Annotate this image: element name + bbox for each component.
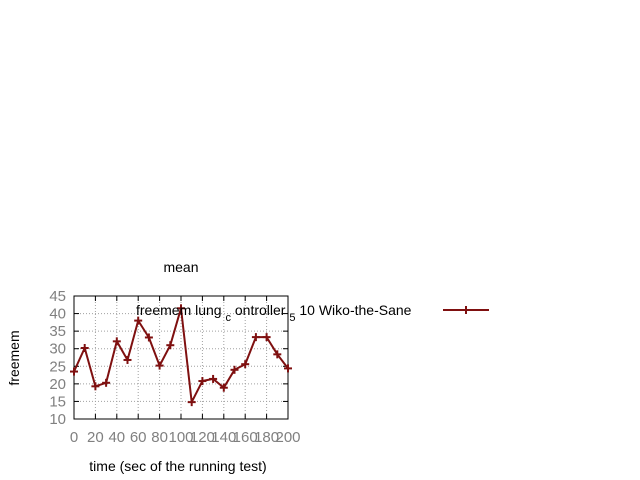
data-point: [251, 333, 260, 342]
data-point: [230, 365, 239, 374]
legend-sample-marker: [462, 306, 470, 314]
x-tick-label: 40: [108, 429, 125, 446]
data-point: [155, 361, 164, 370]
data-point: [166, 341, 175, 350]
data-point: [209, 374, 218, 383]
data-point: [134, 316, 143, 325]
y-tick-label: 30: [49, 341, 66, 358]
y-tick-label: 20: [49, 376, 66, 393]
x-tick-label: 160: [233, 429, 258, 446]
legend-part-suffix: Wiko-the-Sane: [319, 302, 412, 318]
x-tick-label: 180: [254, 429, 279, 446]
x-tick-label: 120: [190, 429, 215, 446]
x-tick-label: 140: [211, 429, 236, 446]
data-point: [102, 378, 111, 387]
x-tick-label: 200: [275, 429, 300, 446]
x-tick-label: 80: [151, 429, 168, 446]
data-point: [187, 398, 196, 407]
y-tick-label: 15: [49, 393, 66, 410]
axis-ticks: 0 20 40 60 80 1001201401601802001015202530354…: [49, 288, 300, 446]
x-tick-label: 0: [70, 429, 78, 446]
x-tick-label: 100: [168, 429, 193, 446]
y-tick-label: 10: [49, 411, 66, 428]
legend-part-tail: 10: [299, 302, 315, 318]
grid-lines: [74, 296, 288, 419]
y-axis-label: freemem: [6, 330, 22, 385]
data-point: [123, 355, 132, 364]
data-point: [177, 304, 185, 313]
y-tick-label: 25: [49, 358, 66, 375]
y-tick-label: 45: [49, 288, 66, 305]
legend-part-sub2: 5: [289, 312, 295, 324]
data-point: [70, 367, 78, 376]
data-point: [262, 333, 271, 342]
y-tick-label: 35: [49, 323, 66, 340]
x-axis-label: time (sec of the running test): [89, 458, 266, 474]
legend-part-sub1: c: [225, 312, 231, 324]
legend-entry-label: freemem lung c ontroller 5 10 Wiko-the-S…: [136, 302, 412, 324]
data-point: [241, 360, 250, 369]
data-point: [198, 377, 207, 386]
data-point: [91, 382, 100, 391]
data-point: [80, 344, 89, 353]
legend-part-main: freemem lung: [136, 302, 222, 318]
x-tick-label: 20: [87, 429, 104, 446]
data-point: [273, 350, 282, 359]
legend-marker-plus: [462, 306, 470, 314]
x-tick-label: 60: [130, 429, 147, 446]
series-line: [73, 307, 289, 404]
legend-part-mid: ontroller: [235, 302, 286, 318]
y-tick-label: 40: [49, 306, 66, 323]
data-series: [70, 304, 292, 407]
data-point: [112, 337, 121, 346]
data-point: [219, 383, 228, 392]
chart-title: mean: [163, 259, 198, 275]
data-point: [284, 364, 292, 373]
data-point: [144, 333, 153, 342]
legend: freemem lung c ontroller 5 10 Wiko-the-S…: [136, 302, 489, 324]
